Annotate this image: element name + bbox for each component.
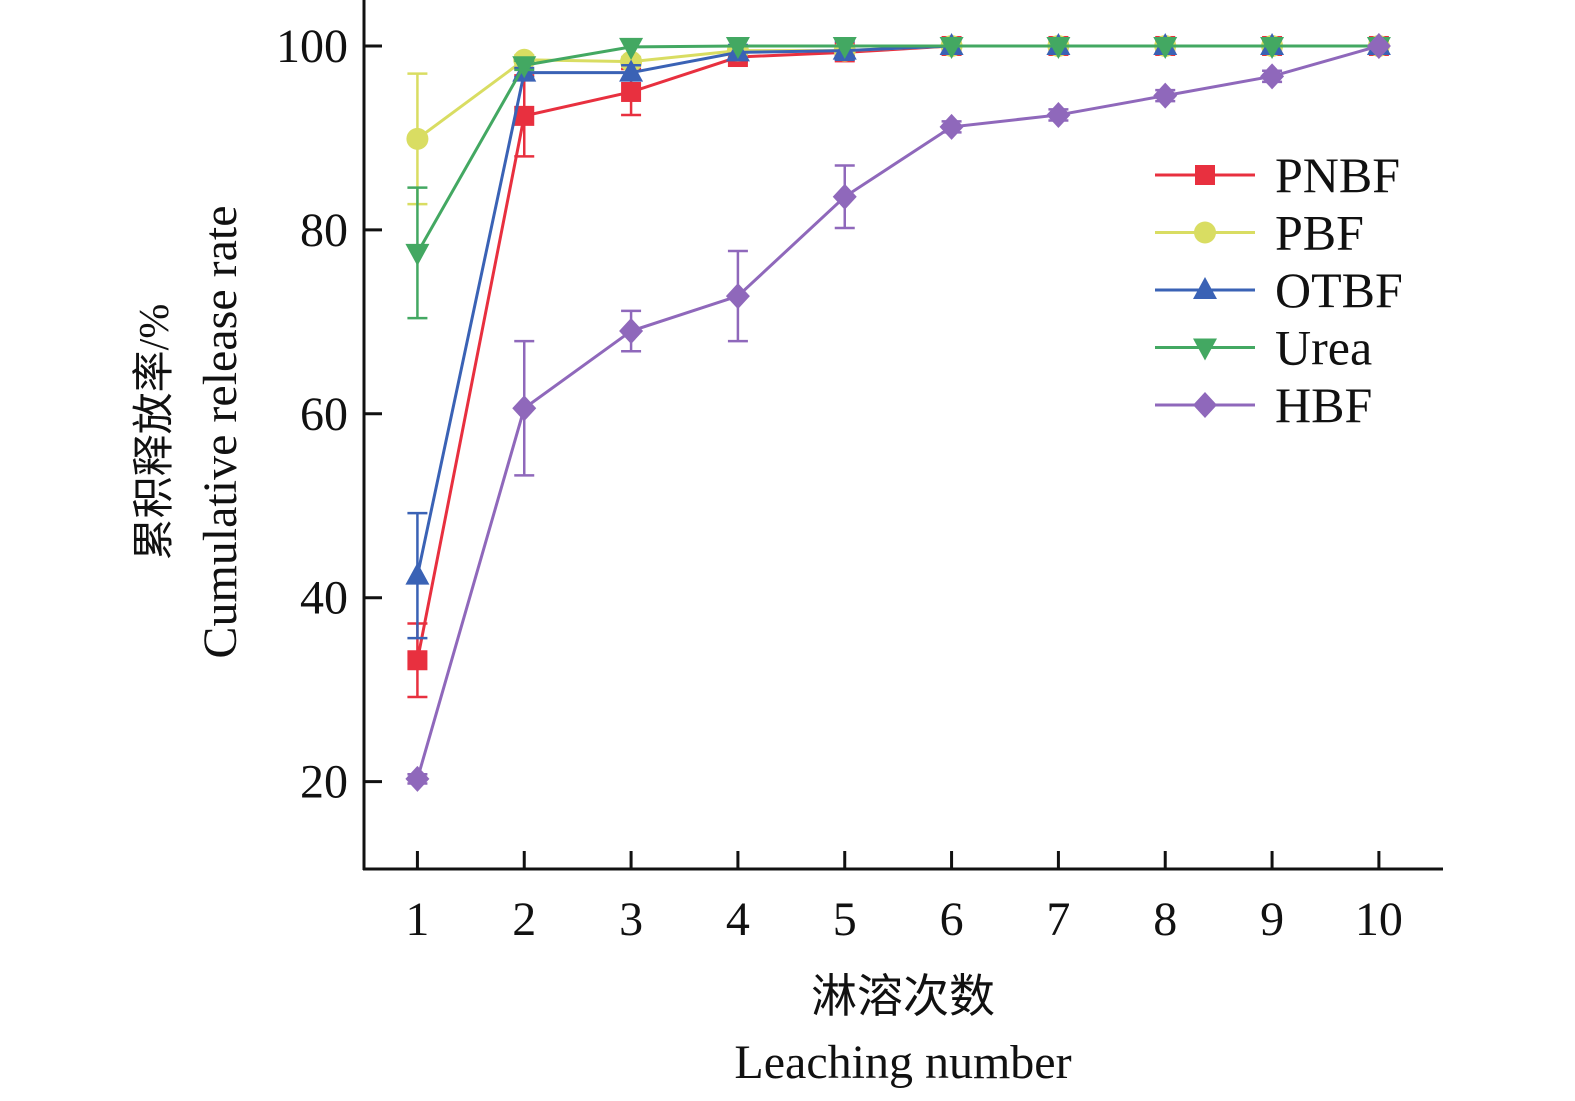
x-axis-label: Leaching number — [734, 1036, 1071, 1089]
data-point — [405, 243, 430, 266]
data-point — [939, 36, 964, 59]
series-otbf — [405, 32, 1391, 640]
y-tick-label: 100 — [276, 20, 348, 73]
data-point — [1260, 63, 1285, 90]
x-tick-label: 10 — [1355, 893, 1403, 946]
data-point — [725, 36, 750, 59]
x-tick-label: 1 — [405, 893, 429, 946]
data-point — [1153, 82, 1178, 109]
data-point — [1046, 36, 1071, 59]
data-point — [621, 81, 642, 102]
y-axis-label-cn: 累积释放率/% — [131, 304, 178, 561]
legend-marker — [1193, 392, 1217, 418]
data-point — [405, 562, 430, 585]
y-tick-label: 20 — [300, 756, 348, 809]
y-tick-label: 60 — [300, 388, 348, 441]
series-layer — [405, 32, 1391, 792]
legend-marker — [1194, 221, 1216, 244]
data-point — [1260, 36, 1285, 59]
x-tick-label: 2 — [512, 893, 536, 946]
series-hbf — [405, 32, 1391, 792]
y-tick-label: 40 — [300, 572, 348, 625]
legend-item-pbf: PBF — [1155, 205, 1364, 261]
data-point — [407, 650, 428, 671]
series-line — [415, 44, 1379, 661]
y-axis-label: Cumulative release rate — [194, 205, 247, 658]
axes: 20 40 60 80 100 1 2 3 4 5 6 7 8 9 10 — [276, 0, 1443, 946]
data-point — [512, 56, 537, 79]
x-tick-label: 8 — [1153, 893, 1177, 946]
x-tick-label: 7 — [1046, 893, 1070, 946]
legend-label: PNBF — [1275, 147, 1400, 203]
legend-label: OTBF — [1275, 262, 1403, 318]
data-point — [1153, 36, 1178, 59]
data-point — [619, 318, 644, 345]
data-point — [406, 127, 429, 150]
x-tick-label: 6 — [940, 893, 964, 946]
series-urea — [405, 36, 1391, 320]
x-tick-label: 3 — [619, 893, 643, 946]
series-line — [416, 44, 1379, 254]
data-point — [1366, 32, 1391, 59]
legend-label: PBF — [1275, 205, 1364, 261]
legend-item-otbf: OTBF — [1155, 262, 1403, 318]
x-tick-label: 4 — [726, 893, 750, 946]
data-point — [725, 283, 750, 310]
data-point — [832, 183, 857, 210]
data-point — [514, 105, 535, 126]
series-pnbf — [407, 35, 1389, 699]
series-line — [415, 44, 1379, 576]
series-line — [415, 44, 1380, 780]
x-axis-label-cn: 淋溶次数 — [811, 971, 995, 1022]
data-point — [1046, 101, 1071, 128]
legend-item-pnbf: PNBF — [1155, 147, 1400, 203]
legend-label: Urea — [1275, 320, 1372, 376]
legend-marker — [1195, 165, 1215, 185]
data-point — [939, 113, 964, 140]
legend-item-hbf: HBF — [1155, 377, 1372, 433]
y-tick-label: 80 — [300, 204, 348, 257]
data-point — [405, 765, 430, 792]
x-tick-label: 5 — [833, 893, 857, 946]
legend-item-urea: Urea — [1155, 320, 1372, 376]
data-point — [619, 59, 644, 82]
legend-label: HBF — [1275, 377, 1372, 433]
data-point — [512, 395, 537, 422]
data-point — [619, 37, 644, 60]
legend-marker — [1193, 338, 1217, 361]
data-point — [832, 36, 857, 59]
x-tick-label: 9 — [1260, 893, 1284, 946]
legend-marker — [1193, 277, 1217, 299]
